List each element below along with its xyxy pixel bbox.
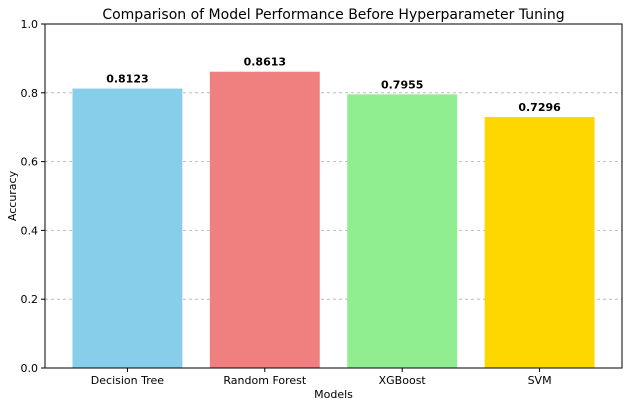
bar-value-label: 0.8123 (106, 73, 148, 86)
axis-ticks: 0.0 0.2 0.4 0.6 0.8 1.0 Decision Tree Random Fo… (21, 18, 552, 387)
x-tick-label: Random Forest (223, 374, 306, 387)
x-tick-label: XGBoost (379, 374, 427, 387)
y-tick-label: 0.0 (21, 362, 39, 375)
value-labels: 0.8123 0.8613 0.7955 0.7296 (106, 56, 561, 114)
bar-svm (484, 117, 595, 368)
bar-random-forest (209, 71, 320, 368)
y-tick-label: 0.6 (21, 156, 39, 169)
y-axis-label: Accuracy (6, 170, 19, 221)
plot-frame (44, 23, 623, 369)
bar-value-label: 0.7955 (381, 78, 423, 91)
chart-title: Comparison of Model Performance Before H… (102, 7, 564, 23)
x-tick-label: SVM (528, 374, 552, 387)
bar-xgboost (347, 94, 458, 369)
y-tick-label: 0.8 (21, 87, 39, 100)
x-tick-label: Decision Tree (91, 374, 164, 387)
bar-value-label: 0.7296 (518, 101, 561, 114)
bars (72, 71, 595, 369)
bar-value-label: 0.8613 (244, 56, 286, 69)
y-tick-label: 0.2 (21, 293, 39, 306)
y-tick-label: 1.0 (21, 18, 39, 31)
bar-decision-tree (72, 88, 183, 369)
x-axis-label: Models (314, 388, 353, 401)
y-tick-label: 0.4 (21, 224, 39, 237)
